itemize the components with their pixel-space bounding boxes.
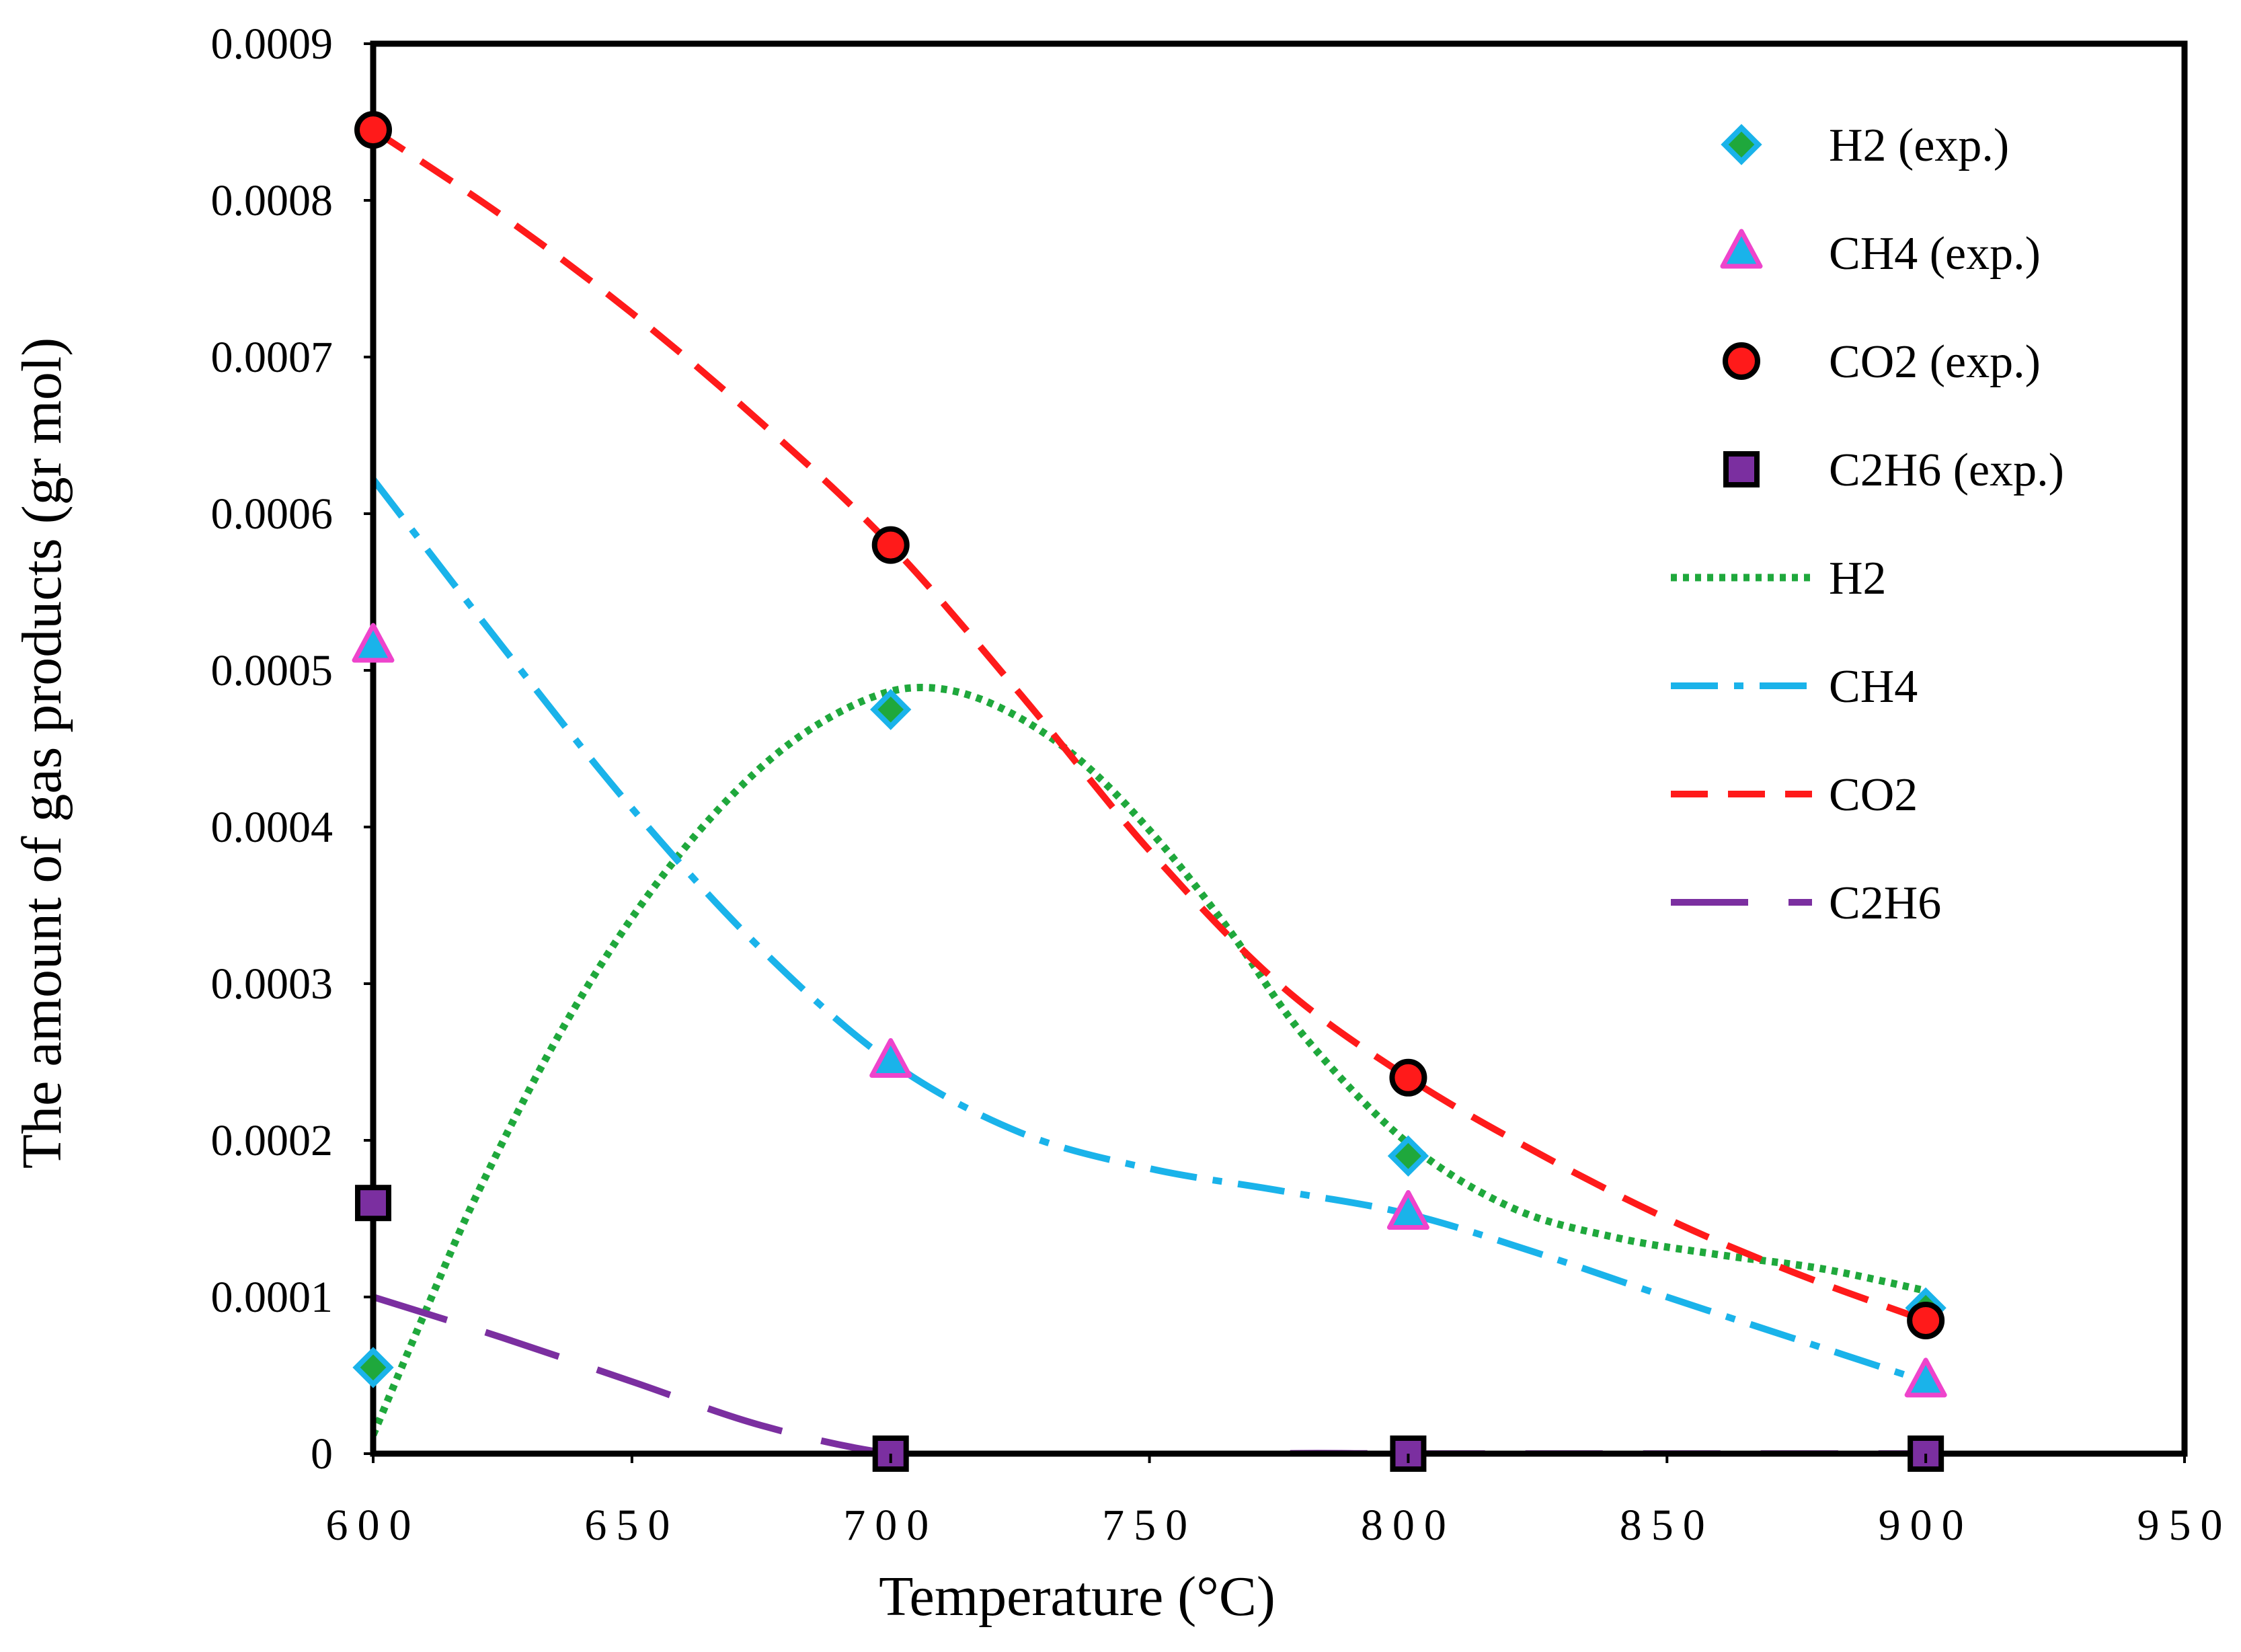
plot-area bbox=[373, 44, 2185, 1454]
data-point-ch4-exp bbox=[869, 1038, 912, 1078]
x-tick-label: 900 bbox=[1879, 1501, 1973, 1550]
y-tick-label: 0.0008 bbox=[211, 176, 333, 225]
legend: H2 (exp.) CH4 (exp.) CO2 (exp.) C2H6 (exp.)… bbox=[1671, 120, 2064, 929]
legend-label-co2-exp: CO2 (exp.) bbox=[1829, 336, 2041, 388]
x-tick-label: 650 bbox=[584, 1501, 679, 1550]
data-point-co2-exp bbox=[354, 111, 392, 149]
data-point-c2h6-exp bbox=[1908, 1435, 1944, 1472]
legend-symbol-c2h6-exp bbox=[1723, 451, 1760, 487]
y-tick-label: 0.0006 bbox=[211, 489, 333, 539]
y-tick-label: 0.0007 bbox=[211, 333, 333, 382]
x-tick-label: 850 bbox=[1620, 1501, 1715, 1550]
legend-label-c2h6-exp: C2H6 (exp.) bbox=[1829, 444, 2064, 496]
legend-symbol-h2-exp bbox=[1721, 124, 1762, 165]
y-axis-title: The amount of gas products (gr mol) bbox=[11, 338, 73, 1169]
data-point-ch4-exp bbox=[1386, 1190, 1429, 1230]
y-tick-label: 0.0003 bbox=[211, 959, 333, 1009]
y-tick-label: 0.0009 bbox=[211, 19, 333, 69]
series-line-co2 bbox=[373, 126, 1927, 1324]
series-line-h2 bbox=[373, 683, 1927, 1437]
data-point-h2-exp bbox=[1387, 1135, 1429, 1177]
y-tick-label: 0.0004 bbox=[211, 803, 333, 852]
data-point-h2-exp bbox=[870, 689, 912, 730]
legend-symbol-co2-exp bbox=[1723, 342, 1760, 380]
y-axis-ticks: 0 0.0001 0.0002 0.0003 0.0004 0.0005 0.0006 0.0… bbox=[211, 19, 373, 1479]
data-point-co2-exp bbox=[1907, 1301, 1945, 1339]
x-tick-label: 800 bbox=[1361, 1501, 1456, 1550]
series-line-ch4 bbox=[373, 477, 1927, 1385]
legend-label-h2: H2 bbox=[1829, 553, 1887, 604]
data-point-ch4-exp bbox=[352, 623, 395, 663]
legend-label-ch4: CH4 bbox=[1829, 661, 1918, 713]
legend-label-co2: CO2 bbox=[1829, 769, 1918, 821]
plot-frame bbox=[370, 40, 2188, 1457]
legend-label-ch4-exp: CH4 (exp.) bbox=[1829, 228, 2041, 280]
y-tick-label: 0.0005 bbox=[211, 646, 333, 695]
legend-symbol-ch4-exp bbox=[1720, 229, 1763, 269]
x-tick-label: 950 bbox=[2137, 1501, 2232, 1550]
legend-label-c2h6: C2H6 bbox=[1829, 877, 1941, 929]
series-lines bbox=[373, 126, 1927, 1454]
data-point-co2-exp bbox=[871, 526, 910, 564]
data-point-h2-exp bbox=[352, 1347, 394, 1388]
x-tick-label: 750 bbox=[1102, 1501, 1197, 1550]
x-axis-title: Temperature (°C) bbox=[879, 1565, 1275, 1628]
data-point-c2h6-exp bbox=[355, 1185, 391, 1222]
x-tick-label: 700 bbox=[843, 1501, 938, 1550]
series-markers bbox=[352, 111, 1947, 1472]
y-tick-label: 0 bbox=[311, 1429, 333, 1479]
legend-label-h2-exp: H2 (exp.) bbox=[1829, 120, 2009, 171]
y-tick-label: 0.0001 bbox=[211, 1273, 333, 1322]
series-line-c2h6 bbox=[373, 1294, 1926, 1454]
x-tick-label: 600 bbox=[326, 1501, 421, 1550]
data-point-co2-exp bbox=[1389, 1058, 1427, 1097]
y-tick-label: 0.0002 bbox=[211, 1116, 333, 1165]
x-axis-ticks: 600 650 700 750 800 850 900 950 bbox=[326, 1454, 2232, 1550]
data-point-ch4-exp bbox=[1904, 1358, 1947, 1398]
